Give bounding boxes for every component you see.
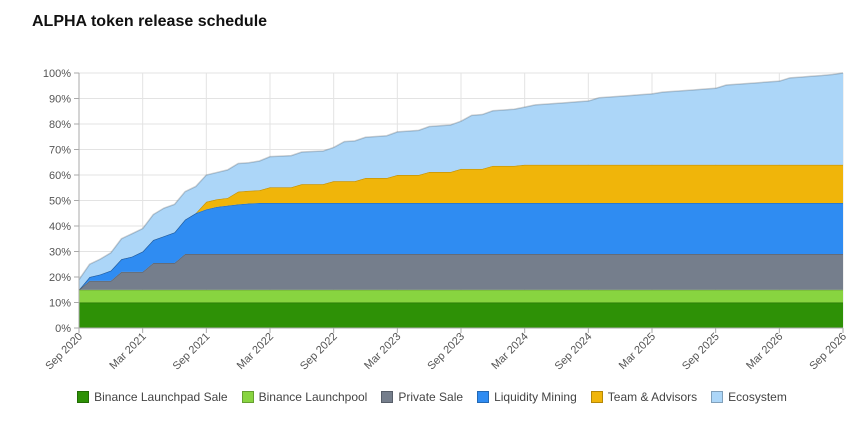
y-tick-label: 10% <box>49 298 71 310</box>
legend-swatch <box>590 391 603 403</box>
legend-item[interactable]: Private Sale <box>381 390 463 404</box>
area-team-advisors <box>79 164 843 290</box>
legend-item[interactable]: Binance Launchpool <box>241 390 368 404</box>
legend-label: Binance Launchpool <box>258 390 368 404</box>
y-tick-label: 50% <box>49 196 71 208</box>
legend-label: Ecosystem <box>728 390 787 404</box>
y-tick-labels: 0% 10% 20% 30% 40% 50% 60% 70% 80% 90% 100% <box>43 68 79 335</box>
x-tick-label: Mar 2026 <box>744 331 785 372</box>
legend-label: Binance Launchpad Sale <box>94 390 228 404</box>
area-private-sale <box>79 254 843 290</box>
area-series <box>78 72 844 328</box>
legend-swatch <box>381 391 394 403</box>
x-tick-label: Sep 2020 <box>43 331 85 373</box>
area-liquidity-mining <box>79 203 843 290</box>
legend-label: Private Sale <box>398 390 464 404</box>
x-tick-label: Mar 2025 <box>617 331 658 372</box>
y-tick-label: 20% <box>49 272 71 284</box>
area-edge-ecosystem <box>78 72 844 280</box>
y-tick-label: 100% <box>43 68 71 80</box>
x-tick-label: Sep 2021 <box>171 331 213 373</box>
legend-item[interactable]: Liquidity Mining <box>477 390 577 404</box>
x-tick-label: Sep 2023 <box>425 331 467 373</box>
chart-plot: 0% 10% 20% 30% 40% 50% 60% 70% 80% 90% 100% Sep 20… <box>43 68 849 372</box>
legend-swatch <box>77 391 90 403</box>
legend-swatch <box>241 391 254 403</box>
y-tick-label: 70% <box>49 145 71 157</box>
y-tick-label: 0% <box>55 323 71 335</box>
x-tick-label: Sep 2024 <box>553 331 595 373</box>
x-tick-label: Mar 2022 <box>235 331 276 372</box>
x-tick-label: Sep 2025 <box>680 331 722 373</box>
area-binance-launchpad-sale <box>79 302 843 328</box>
legend-item[interactable]: Team & Advisors <box>590 390 698 404</box>
legend: Binance Launchpad Sale Binance Launchpool… <box>0 390 864 404</box>
area-binance-launchpool <box>79 289 843 303</box>
y-tick-label: 30% <box>49 247 71 259</box>
x-tick-label: Sep 2026 <box>807 331 849 373</box>
x-tick-label: Mar 2024 <box>489 331 530 372</box>
chart-title: ALPHA token release schedule <box>32 13 268 30</box>
x-tick-label: Sep 2022 <box>298 331 340 373</box>
legend-label: Team & Advisors <box>607 390 698 404</box>
y-tick-label: 80% <box>49 119 71 131</box>
legend-item[interactable]: Binance Launchpad Sale <box>77 390 228 404</box>
x-tick-labels: Sep 2020 Mar 2021 Sep 2021 Mar 2022 Sep 2022… <box>43 328 849 372</box>
y-tick-label: 90% <box>49 94 71 106</box>
legend-item[interactable]: Ecosystem <box>711 390 787 404</box>
legend-swatch <box>477 391 490 403</box>
x-tick-label: Mar 2021 <box>107 331 148 372</box>
legend-swatch <box>711 391 724 403</box>
y-tick-label: 40% <box>49 221 71 233</box>
y-tick-label: 60% <box>49 170 71 182</box>
area-ecosystem <box>79 73 843 290</box>
legend-label: Liquidity Mining <box>494 390 577 404</box>
x-tick-label: Mar 2023 <box>362 331 403 372</box>
